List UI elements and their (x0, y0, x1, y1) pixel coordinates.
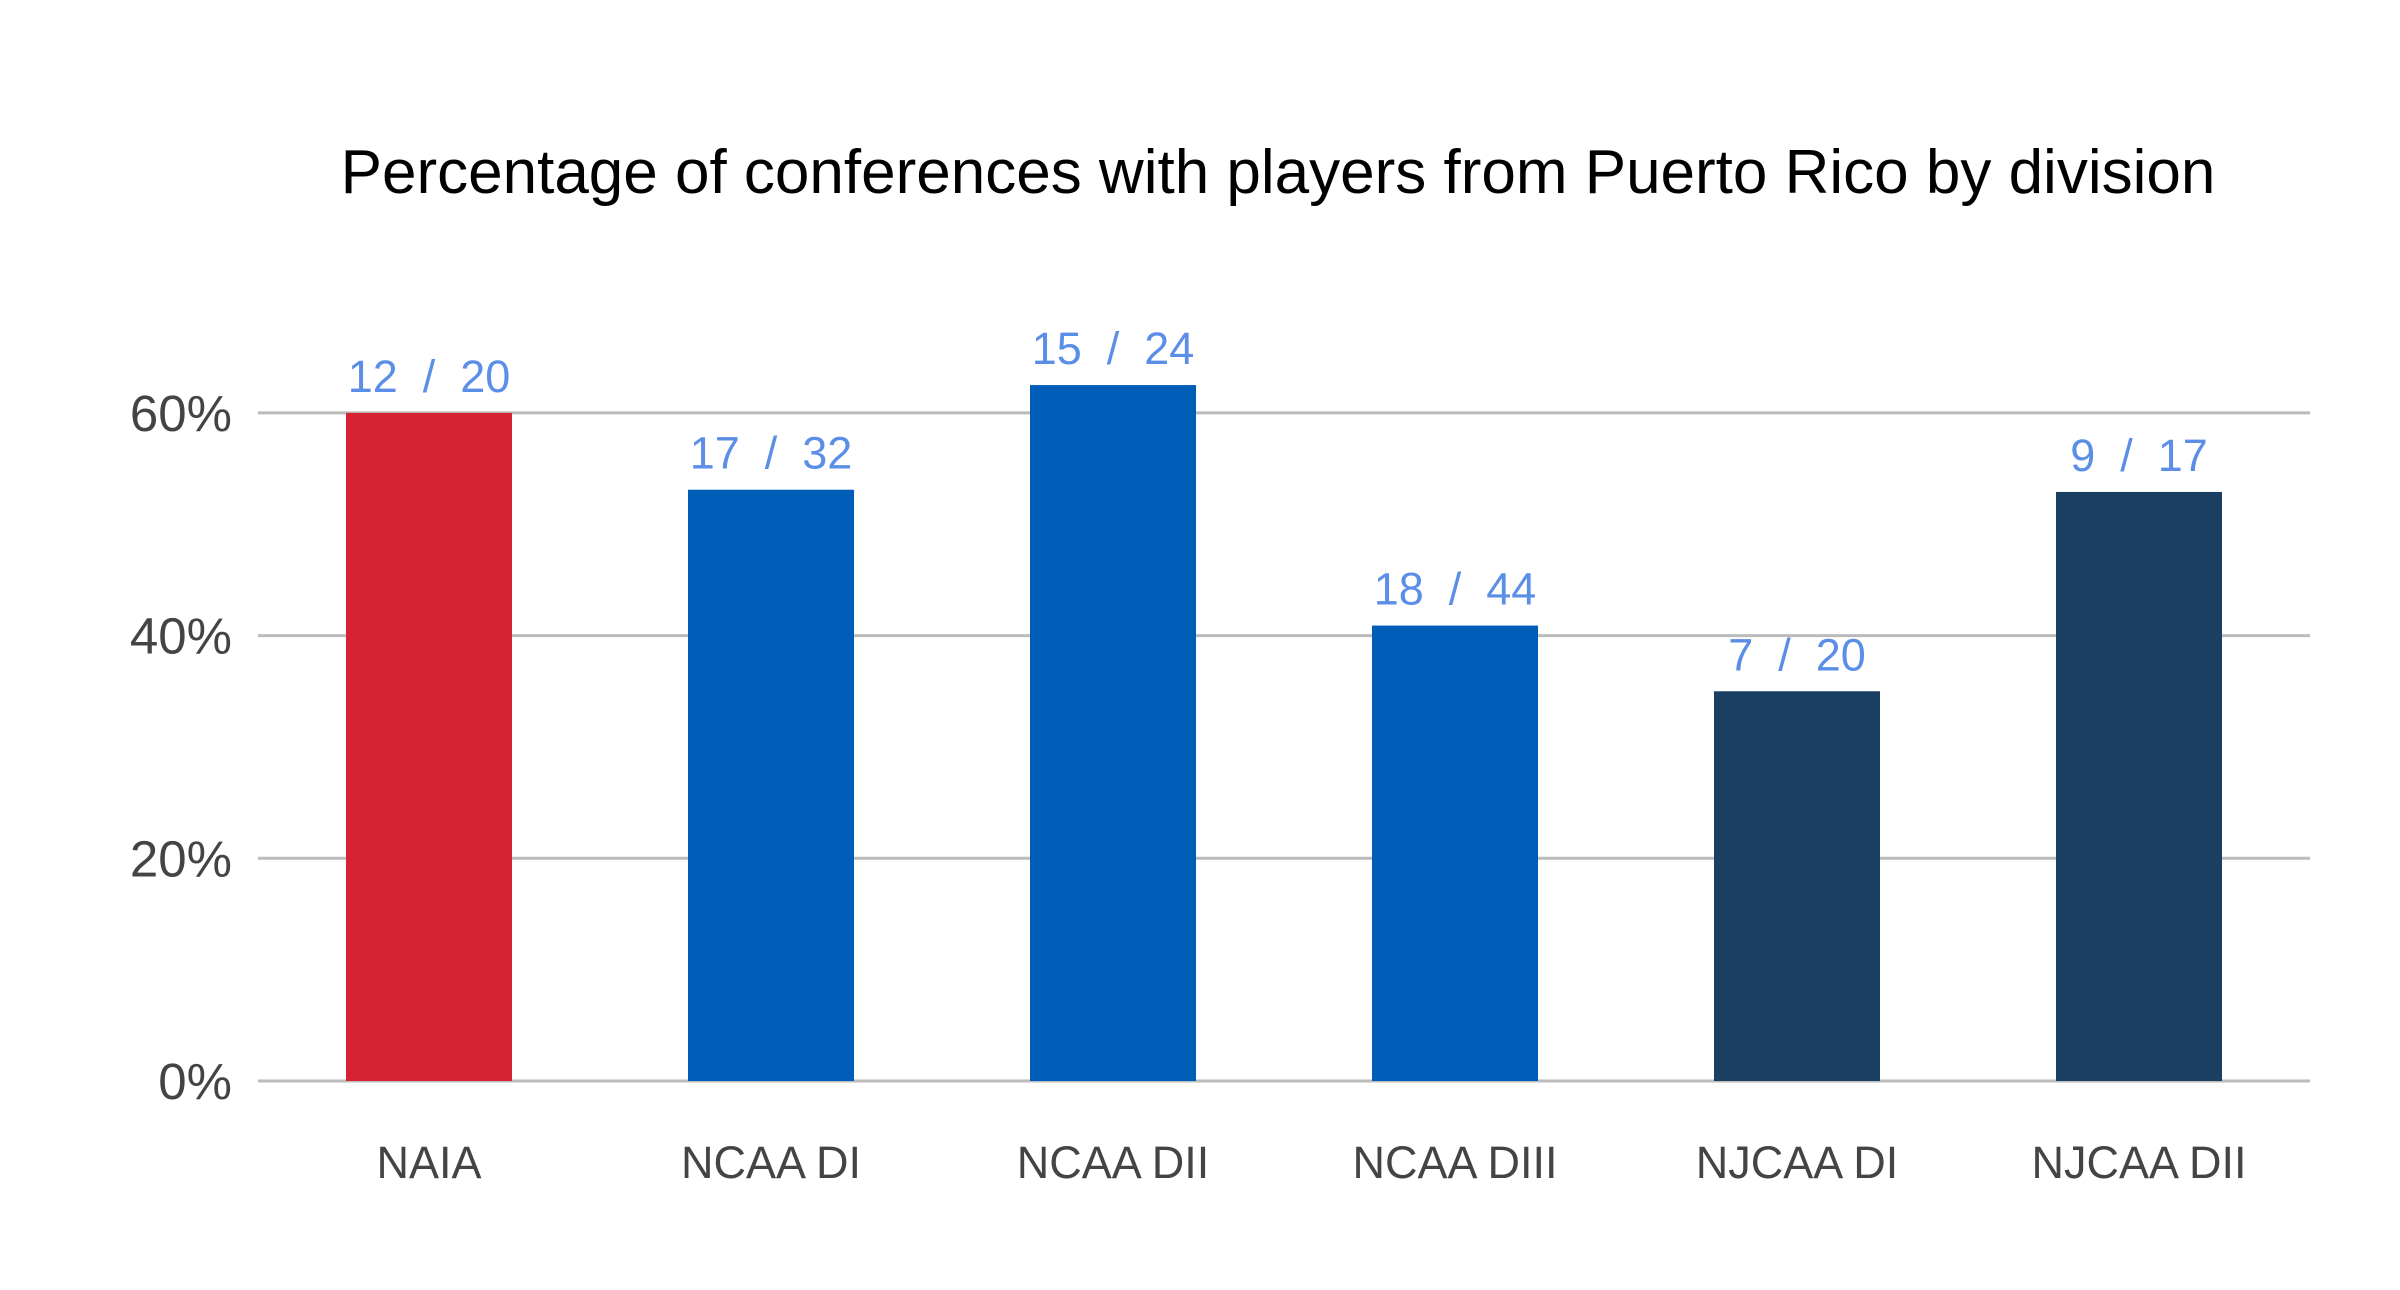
data-label: 17 / 32 (690, 428, 853, 479)
x-tick-label: NJCAA DII (2031, 1137, 2246, 1188)
y-tick-label: 20% (130, 830, 232, 887)
y-axis-ticks: 0% 20% 40% 60% (130, 385, 232, 1110)
bar (2056, 491, 2222, 1081)
x-tick-label: NCAA DIII (1352, 1137, 1557, 1188)
data-label: 18 / 44 (1374, 564, 1537, 615)
chart-title: Percentage of conferences with players f… (341, 138, 2216, 207)
bar (1714, 691, 1880, 1081)
x-tick-label: NJCAA DI (1696, 1137, 1899, 1188)
bar (346, 412, 512, 1081)
bar (1372, 625, 1538, 1081)
data-labels: 12 / 20 17 / 32 15 / 24 18 / 44 7 / 20 9 / 17 (348, 323, 2208, 680)
gridlines (258, 411, 2310, 1083)
y-tick-label: 0% (158, 1053, 232, 1110)
data-label: 7 / 20 (1728, 629, 1866, 680)
bar (1030, 385, 1196, 1081)
bar (688, 489, 854, 1081)
x-tick-label: NCAA DI (681, 1137, 861, 1188)
data-label: 12 / 20 (348, 351, 511, 402)
y-tick-label: 60% (130, 385, 232, 442)
data-label: 9 / 17 (2070, 430, 2208, 481)
data-label: 15 / 24 (1032, 323, 1195, 374)
x-tick-label: NAIA (376, 1137, 481, 1188)
x-tick-label: NCAA DII (1017, 1137, 1210, 1188)
bars (346, 385, 2222, 1081)
x-axis-ticks: NAIA NCAA DI NCAA DII NCAA DIII NJCAA DI NJCA… (376, 1137, 2246, 1188)
y-tick-label: 40% (130, 608, 232, 665)
